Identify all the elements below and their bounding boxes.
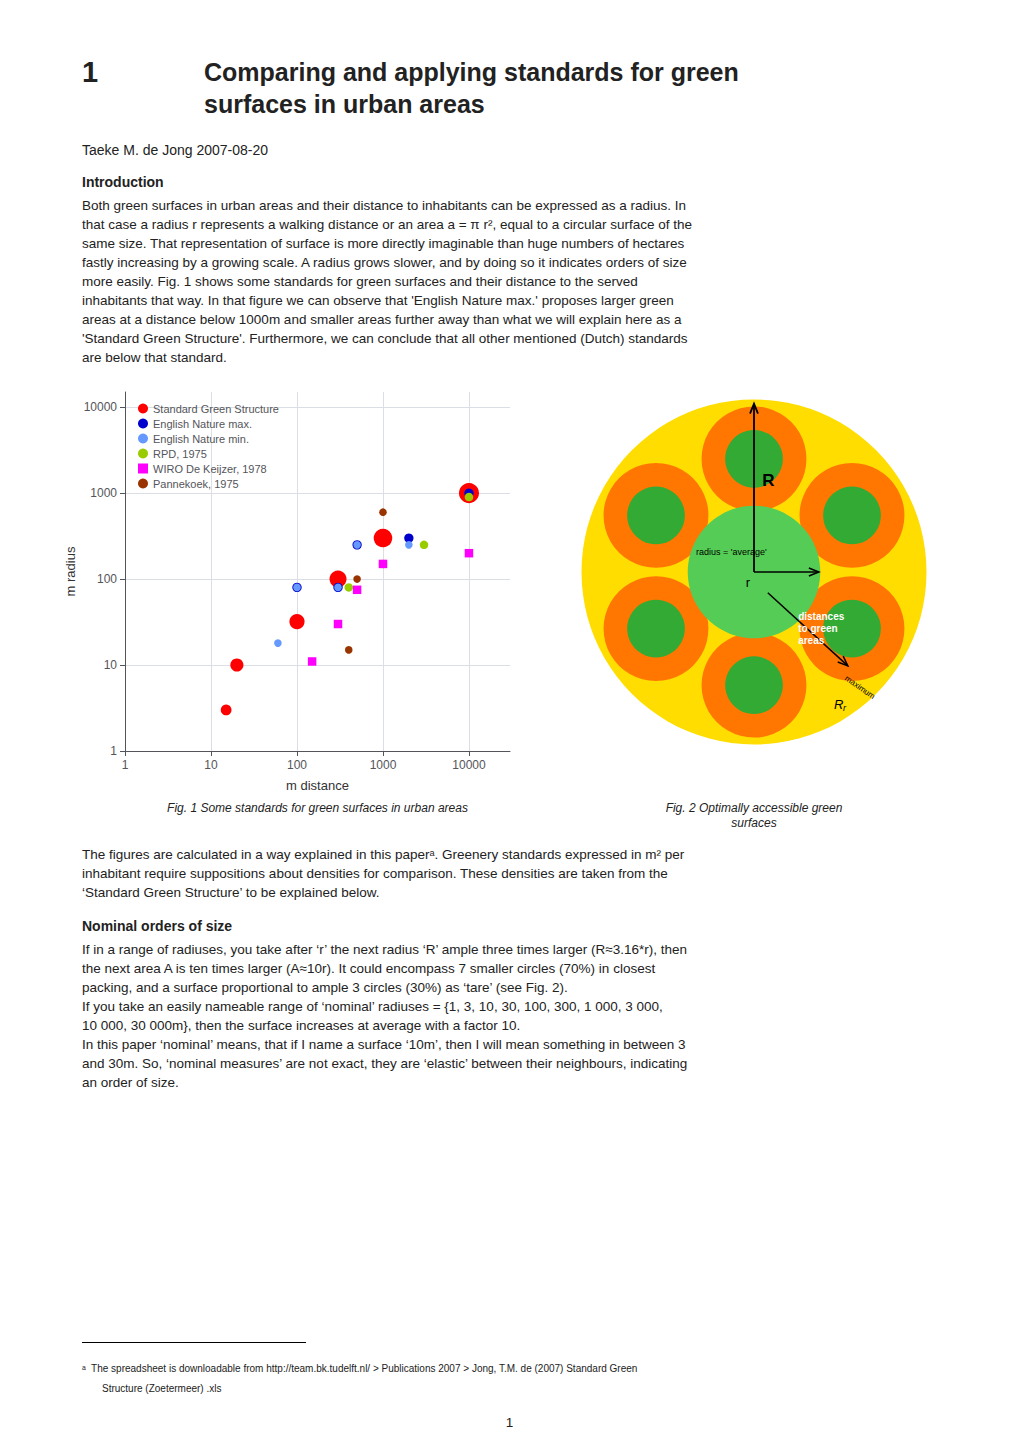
svg-text:10: 10 (104, 658, 118, 672)
html-text:Introduction: Introduction (82, 174, 164, 190)
html-text:Nominal orders of size: Nominal orders of size (82, 918, 233, 934)
html-text:If in a range of radiuses, you: If in a range of radiuses, you take afte… (82, 942, 687, 957)
svg-text:R: R (762, 471, 774, 490)
html-text:ᵃ The spreadsheet is downloada: ᵃ The spreadsheet is downloadable from h… (82, 1363, 638, 1374)
html-text:The figures are calculated in: The figures are calculated in a way expl… (82, 847, 685, 900)
svg-text:r: r (843, 703, 847, 713)
html-text:Comparing and applying standar: Comparing and applying standards for gre… (204, 58, 739, 118)
html-text:Fig. 1 Some standards for gree: Fig. 1 Some standards for green surfaces… (167, 801, 468, 815)
html-text:Structure (Zoetermeer) .xls: Structure (Zoetermeer) .xls (102, 1383, 222, 1394)
svg-text:10000: 10000 (84, 400, 118, 414)
html-text:1: 1 (505, 1415, 514, 1430)
html-text:the next area A is ten times l: the next area A is ten times larger (A≈1… (82, 961, 656, 995)
html-text:1: 1 (82, 56, 99, 88)
svg-text:1000: 1000 (370, 758, 397, 772)
html-text:Both green surfaces in urban a: Both green surfaces in urban areas and t… (82, 198, 692, 365)
svg-text:10000: 10000 (452, 758, 486, 772)
html-text:Taeke M. de Jong 2007-08-20: Taeke M. de Jong 2007-08-20 (82, 142, 268, 158)
svg-text:m radius: m radius (63, 546, 78, 596)
svg-text:to green: to green (798, 623, 837, 634)
svg-text:100: 100 (287, 758, 307, 772)
svg-text:1: 1 (110, 744, 117, 758)
svg-text:English Nature min.: English Nature min. (153, 433, 249, 445)
svg-text:distances: distances (798, 611, 845, 622)
svg-text:r: r (746, 575, 751, 590)
html-text:If you take an easily nameable: If you take an easily nameable range of … (82, 999, 663, 1033)
svg-text:maximum: maximum (843, 674, 877, 701)
svg-text:areas: areas (798, 635, 825, 646)
html-text:In this paper ‘nominal’ means,: In this paper ‘nominal’ means, that if I… (82, 1037, 688, 1090)
svg-text:10: 10 (204, 758, 218, 772)
svg-text:100: 100 (97, 572, 117, 586)
svg-text:m distance: m distance (286, 778, 349, 793)
svg-text:1000: 1000 (90, 486, 117, 500)
svg-text:RPD, 1975: RPD, 1975 (153, 448, 207, 460)
svg-text:Standard Green Structure: Standard Green Structure (153, 403, 279, 415)
svg-text:radius = 'average': radius = 'average' (696, 547, 767, 557)
svg-text:1: 1 (122, 758, 129, 772)
svg-text:English Nature max.: English Nature max. (153, 418, 252, 430)
svg-text:R: R (834, 697, 843, 712)
svg-text:WIRO De Keijzer, 1978: WIRO De Keijzer, 1978 (153, 463, 267, 475)
html-text:Fig. 2 Optimally accessible gr: Fig. 2 Optimally accessible green surfac… (665, 801, 843, 830)
svg-text:Pannekoek, 1975: Pannekoek, 1975 (153, 478, 239, 490)
